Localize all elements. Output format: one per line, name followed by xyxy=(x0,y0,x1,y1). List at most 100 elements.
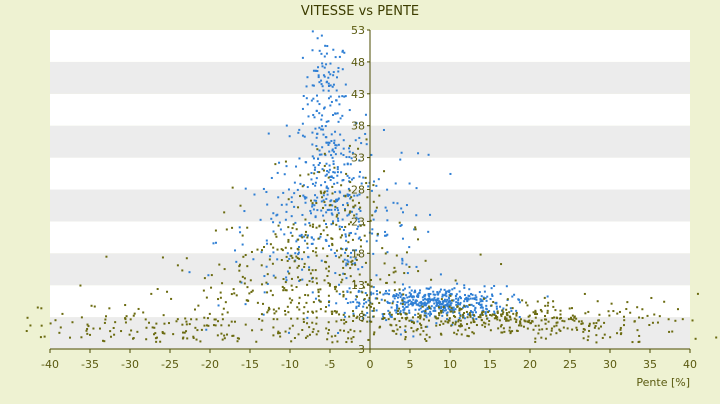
data-point xyxy=(343,311,346,314)
data-point xyxy=(405,305,408,308)
data-point xyxy=(636,306,639,309)
data-point xyxy=(325,52,328,55)
data-point xyxy=(537,324,540,327)
data-point xyxy=(371,309,374,312)
data-point xyxy=(396,328,399,331)
data-point xyxy=(233,292,236,295)
data-point xyxy=(288,266,291,269)
data-point xyxy=(353,330,356,333)
data-point xyxy=(416,328,419,331)
data-point xyxy=(399,311,402,314)
data-point xyxy=(423,311,426,314)
data-point xyxy=(318,153,321,156)
data-point xyxy=(505,313,508,316)
data-point xyxy=(246,299,249,302)
data-point xyxy=(337,66,340,69)
data-point xyxy=(340,225,343,228)
data-point xyxy=(329,179,332,182)
data-point xyxy=(284,289,287,292)
data-point xyxy=(396,301,399,304)
data-point xyxy=(311,310,314,313)
data-point xyxy=(277,196,280,199)
data-point xyxy=(567,318,570,321)
data-point xyxy=(317,157,320,160)
data-point xyxy=(555,321,558,324)
data-point xyxy=(549,333,552,336)
data-point xyxy=(223,337,226,340)
data-point xyxy=(306,310,309,313)
data-point xyxy=(301,56,304,59)
data-point xyxy=(244,254,247,257)
data-point xyxy=(332,171,335,174)
data-point xyxy=(372,200,375,203)
data-point xyxy=(336,213,339,216)
data-point xyxy=(600,325,603,328)
data-point xyxy=(351,238,354,241)
data-point xyxy=(429,213,432,216)
data-point xyxy=(401,257,404,260)
data-point xyxy=(326,45,329,48)
data-point xyxy=(466,297,469,300)
data-point xyxy=(343,273,346,276)
data-point xyxy=(333,171,336,174)
data-point xyxy=(276,213,279,216)
data-point xyxy=(338,55,341,58)
data-point xyxy=(448,317,451,320)
data-point xyxy=(519,321,522,324)
data-point xyxy=(186,337,189,340)
data-point xyxy=(348,232,351,235)
data-point xyxy=(506,298,509,301)
data-point xyxy=(312,84,315,87)
data-point xyxy=(322,74,325,77)
data-point xyxy=(597,319,600,322)
data-point xyxy=(324,310,327,313)
data-point xyxy=(301,185,304,188)
data-point xyxy=(515,321,518,324)
data-point xyxy=(142,311,145,314)
data-point xyxy=(302,318,305,321)
data-point xyxy=(284,246,287,249)
data-point xyxy=(462,313,465,316)
data-point xyxy=(220,332,223,335)
data-point xyxy=(384,292,387,295)
data-point xyxy=(43,335,46,338)
data-point xyxy=(593,326,596,329)
data-point xyxy=(290,201,293,204)
data-point xyxy=(241,234,244,237)
data-point xyxy=(231,334,234,337)
data-point xyxy=(440,309,443,312)
data-point xyxy=(307,115,310,118)
data-point xyxy=(414,289,417,292)
data-point xyxy=(481,300,484,303)
data-point xyxy=(445,300,448,303)
data-point xyxy=(667,318,670,321)
data-point xyxy=(534,313,537,316)
data-point xyxy=(508,311,511,314)
data-point xyxy=(293,192,296,195)
data-point xyxy=(341,114,344,117)
data-point xyxy=(349,181,352,184)
data-point xyxy=(395,307,398,310)
data-point xyxy=(366,320,369,323)
data-point xyxy=(311,205,314,208)
data-point xyxy=(457,299,460,302)
data-point xyxy=(340,171,343,174)
data-point xyxy=(358,193,361,196)
data-point xyxy=(272,246,275,249)
data-point xyxy=(223,211,226,214)
data-point xyxy=(320,128,323,131)
data-point xyxy=(312,97,315,100)
data-point xyxy=(456,305,459,308)
data-point xyxy=(668,330,671,333)
data-point xyxy=(304,293,307,296)
data-point xyxy=(124,304,127,307)
data-point xyxy=(349,291,352,294)
data-point xyxy=(293,260,296,263)
data-point xyxy=(466,334,469,337)
data-point xyxy=(326,255,329,258)
data-point xyxy=(399,313,402,316)
data-point xyxy=(543,318,546,321)
data-point xyxy=(212,324,215,327)
data-point xyxy=(328,284,331,287)
data-point xyxy=(318,171,321,174)
